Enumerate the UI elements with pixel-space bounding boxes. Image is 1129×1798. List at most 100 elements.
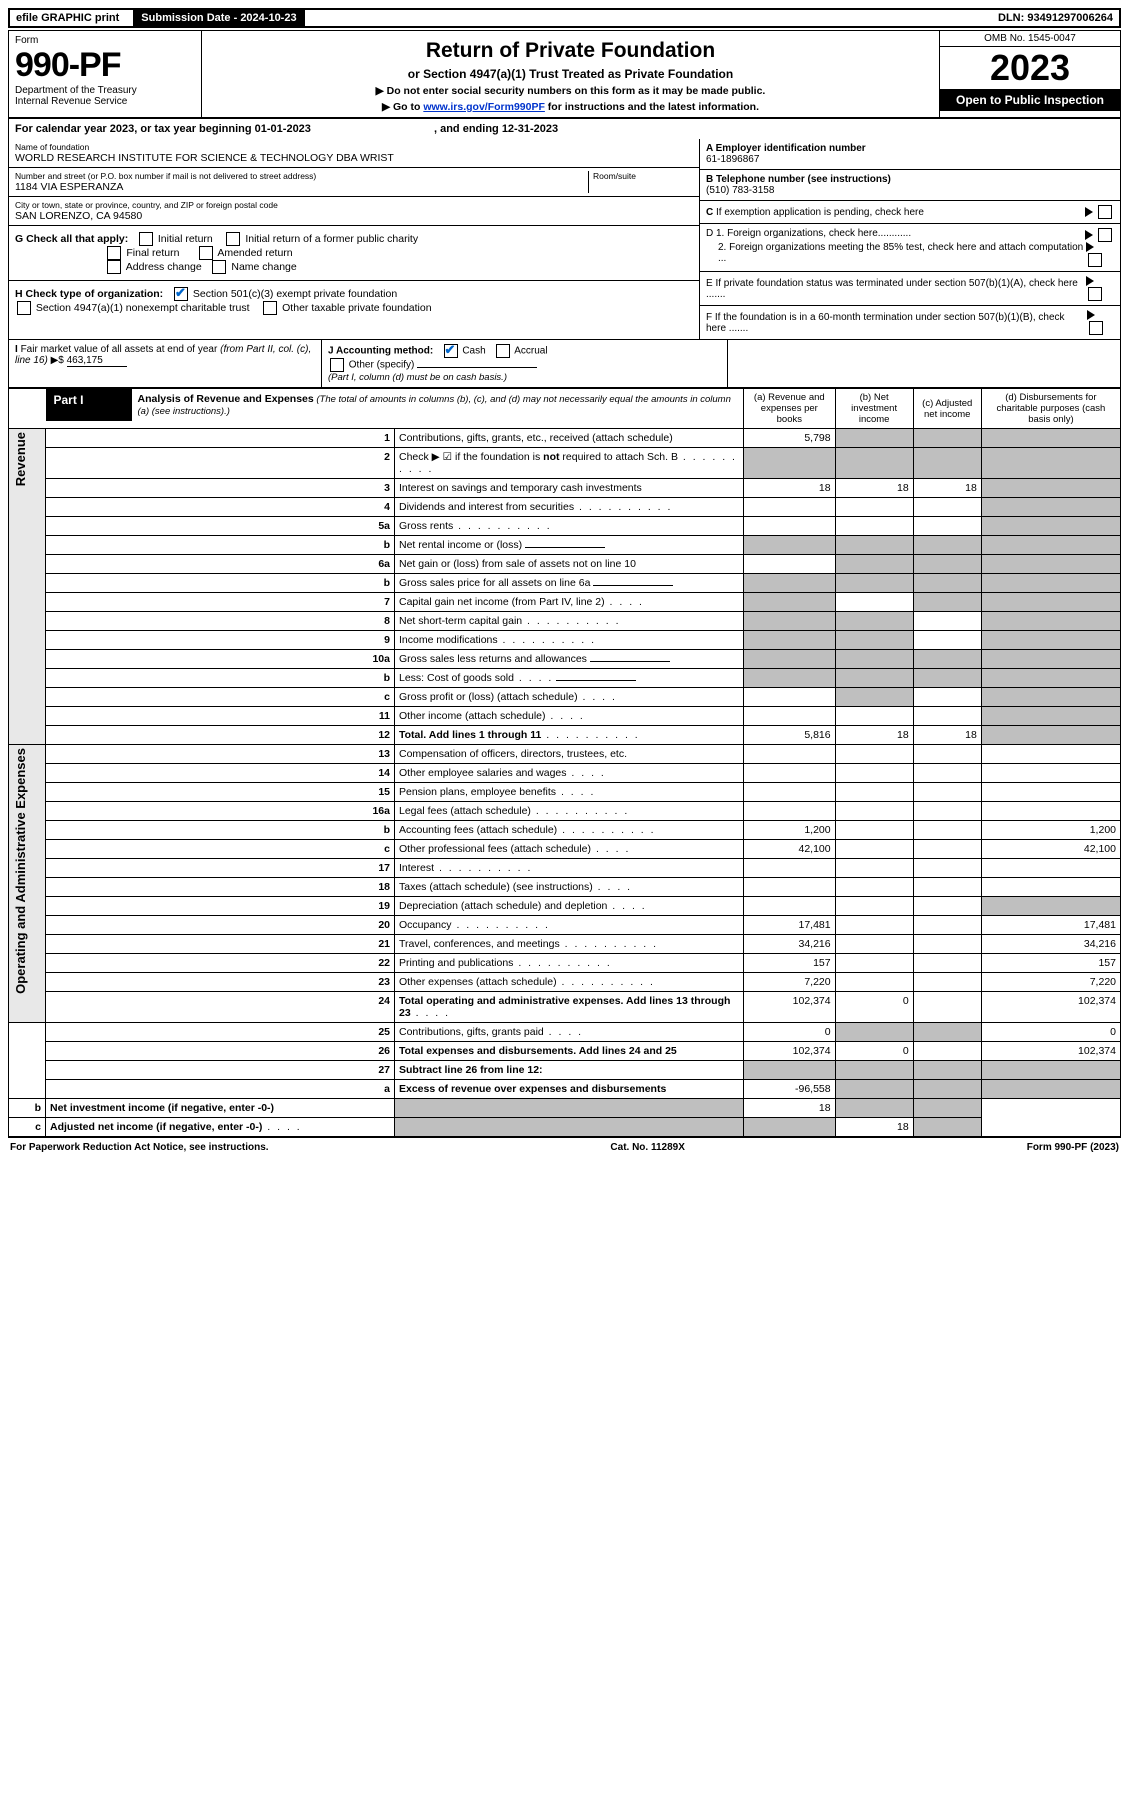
cb-final-return[interactable] [107,246,121,260]
line-desc: Depreciation (attach schedule) and deple… [395,897,744,916]
cb-foreign[interactable] [1098,228,1112,242]
cell-value [835,802,913,821]
cell-value [981,479,1120,498]
arrow-icon [1087,310,1095,320]
cell-value [835,745,913,764]
opt-other: Other (specify) [349,360,415,371]
table-row: cOther professional fees (attach schedul… [9,840,1121,859]
line-desc: Travel, conferences, and meetings [395,935,744,954]
line-desc: Pension plans, employee benefits [395,783,744,802]
line-num: 6a [46,555,395,574]
cb-terminated[interactable] [1088,287,1102,301]
line-desc: Total expenses and disbursements. Add li… [395,1042,744,1061]
part1-title: Analysis of Revenue and Expenses [138,393,314,405]
line-desc: Gross profit or (loss) (attach schedule) [395,688,744,707]
street-address: 1184 VIA ESPERANZA [15,181,588,193]
cb-501c3[interactable] [174,287,188,301]
line-num: 13 [46,745,395,764]
cell-value [913,1023,981,1042]
line-num: 16a [46,802,395,821]
line-desc: Gross rents [395,517,744,536]
line-num: 26 [46,1042,395,1061]
table-row: 26Total expenses and disbursements. Add … [9,1042,1121,1061]
cb-other-taxable[interactable] [263,301,277,315]
cell-value [981,1061,1120,1080]
cb-other-method[interactable] [330,358,344,372]
cell-value [913,448,981,479]
cell-value [744,1061,836,1080]
line-desc: Interest [395,859,744,878]
cell-value [744,688,836,707]
opt-name: Name change [231,261,296,273]
line-desc: Legal fees (attach schedule) [395,802,744,821]
part1-table: Part I Analysis of Revenue and Expenses … [8,388,1121,1137]
cell-value [835,878,913,897]
form-link[interactable]: www.irs.gov/Form990PF [423,101,545,113]
opt-cash: Cash [462,346,485,357]
cell-value [744,593,836,612]
i-label: Fair market value of all assets at end o… [15,344,311,366]
cell-value [913,650,981,669]
line-desc: Other expenses (attach schedule) [395,973,744,992]
cb-cash[interactable] [444,344,458,358]
cell-value: 5,798 [744,429,836,448]
cb-amended[interactable] [199,246,213,260]
arrow-icon [1085,230,1093,240]
cell-value [913,745,981,764]
cell-value [913,498,981,517]
cell-value [981,897,1120,916]
line-desc: Income modifications [395,631,744,650]
line-num: 10a [46,650,395,669]
cb-initial-former[interactable] [226,232,240,246]
opt-final: Final return [126,247,179,259]
line-desc: Interest on savings and temporary cash i… [395,479,744,498]
opt-501c3: Section 501(c)(3) exempt private foundat… [193,288,397,300]
cell-value [835,840,913,859]
cb-name-change[interactable] [212,260,226,274]
table-row: 11Other income (attach schedule) [9,707,1121,726]
dept: Department of the Treasury [15,85,195,96]
cb-exemption-pending[interactable] [1098,205,1112,219]
paperwork-notice: For Paperwork Reduction Act Notice, see … [10,1142,269,1153]
cb-address-change[interactable] [107,260,121,274]
cell-value [913,764,981,783]
city-state-zip: SAN LORENZO, CA 94580 [15,210,693,222]
phone-value: (510) 783-3158 [706,185,1114,196]
table-row: 10aGross sales less returns and allowanc… [9,650,1121,669]
cell-value [913,897,981,916]
cell-value: 157 [981,954,1120,973]
cell-value [395,1118,744,1137]
line-num: 4 [46,498,395,517]
col-a-hdr: (a) Revenue and expenses per books [744,389,836,429]
cb-initial-return[interactable] [139,232,153,246]
sidebar-expenses: Operating and Administrative Expenses [13,748,28,994]
cell-value [981,745,1120,764]
cell-value [981,1080,1120,1099]
cb-60month[interactable] [1089,321,1103,335]
cell-value [744,517,836,536]
cb-85pct[interactable] [1088,253,1102,267]
cell-value [981,498,1120,517]
addr-label: Number and street (or P.O. box number if… [15,171,588,181]
opt-amended: Amended return [217,247,292,259]
omb-number: OMB No. 1545-0047 [940,31,1120,47]
cb-4947[interactable] [17,301,31,315]
line-num: 17 [46,859,395,878]
table-row: bNet rental income or (loss) [9,536,1121,555]
line-num: 19 [46,897,395,916]
table-row: bNet investment income (if negative, ent… [9,1099,1121,1118]
line-desc: Net rental income or (loss) [395,536,744,555]
line-num: 11 [46,707,395,726]
cell-value [835,764,913,783]
table-row: 17Interest [9,859,1121,878]
h-checkboxes: H Check type of organization: Section 50… [9,281,699,321]
efile-label[interactable]: efile GRAPHIC print [10,10,125,26]
calyear-end: , and ending 12-31-2023 [434,123,558,135]
cb-accrual[interactable] [496,344,510,358]
cell-value [981,859,1120,878]
ein-value: 61-1896867 [706,154,1114,165]
cell-value [981,517,1120,536]
cell-value [744,745,836,764]
dln: DLN: 93491297006264 [992,10,1119,26]
cell-value [981,536,1120,555]
